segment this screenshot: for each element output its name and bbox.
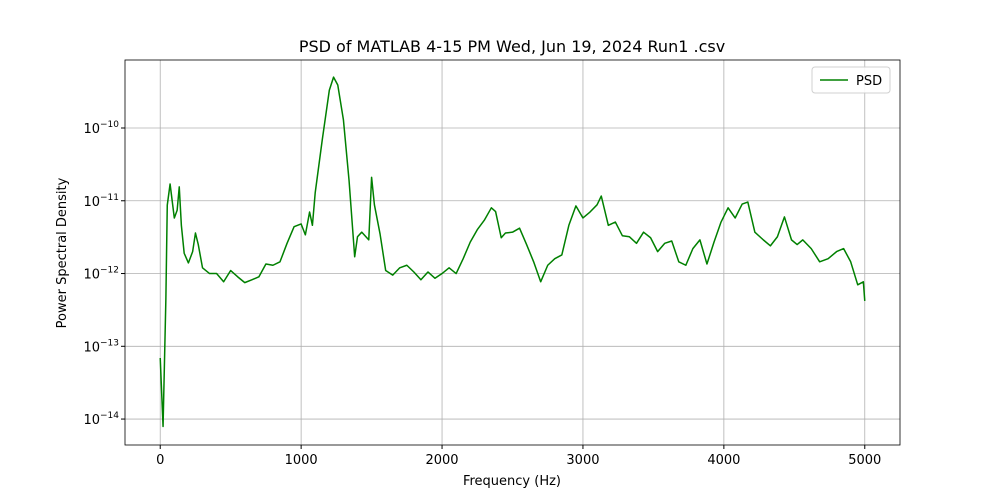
x-tick-label: 1000 — [285, 453, 318, 468]
x-axis-label: Frequency (Hz) — [463, 474, 561, 489]
y-tick-label: 10−11 — [83, 193, 119, 210]
chart-title: PSD of MATLAB 4-15 PM Wed, Jun 19, 2024 … — [299, 37, 725, 56]
y-tick-exponent: −10 — [100, 120, 119, 130]
x-tick-label: 3000 — [566, 453, 599, 468]
y-tick-exponent: −12 — [100, 266, 119, 276]
psd-line — [159, 76, 866, 428]
y-tick-label: 10−12 — [83, 266, 119, 283]
legend-box — [811, 66, 891, 94]
y-tick-exponent: −13 — [100, 338, 119, 348]
x-tick-label: 4000 — [707, 453, 740, 468]
x-tick-label: 5000 — [848, 453, 881, 468]
x-tick-label: 0 — [156, 453, 164, 468]
y-tick-base: 10 — [83, 268, 100, 283]
y-tick-label: 10−10 — [83, 120, 119, 137]
y-tick-base: 10 — [83, 340, 100, 355]
y-tick-base: 10 — [83, 122, 100, 137]
plot-frame — [124, 59, 901, 446]
y-tick-exponent: −11 — [100, 193, 119, 203]
y-tick-base: 10 — [83, 413, 100, 428]
y-tick-exponent: −14 — [100, 411, 119, 421]
y-tick-label: 10−14 — [83, 411, 119, 428]
y-tick-label: 10−13 — [83, 338, 119, 355]
x-tick-label: 2000 — [425, 453, 458, 468]
y-tick-base: 10 — [83, 195, 100, 210]
legend-label: PSD — [856, 74, 882, 89]
y-axis-label: Power Spectral Density — [55, 177, 70, 328]
